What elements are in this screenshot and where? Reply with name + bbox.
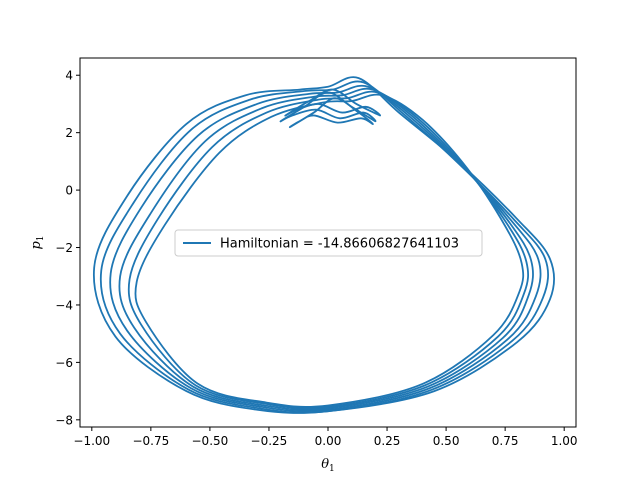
plot-layer <box>92 76 556 414</box>
y-tick-label: −6 <box>55 356 73 370</box>
y-axis-label: p1 <box>29 235 46 249</box>
y-tick-label: −2 <box>55 241 73 255</box>
x-tick-label: 0.75 <box>492 434 519 448</box>
x-tick-label: 0.00 <box>315 434 342 448</box>
series-line-loop-2 <box>109 84 542 413</box>
y-tick-label: −8 <box>55 413 73 427</box>
series-line-cusp-1 <box>284 88 381 117</box>
x-tick-label: 0.50 <box>433 434 460 448</box>
x-tick-label: 0.25 <box>374 434 401 448</box>
y-axis-ticks: −8 −6 −4 −2 0 2 4 <box>55 69 80 427</box>
series-line-cusp-2 <box>288 97 374 129</box>
legend: Hamiltonian = -14.86606827641103 <box>174 229 483 257</box>
x-tick-label: −0.75 <box>132 434 169 448</box>
x-tick-label: −1.00 <box>73 434 110 448</box>
series-line-cusp-0 <box>279 91 377 123</box>
x-tick-label: −0.25 <box>251 434 288 448</box>
x-axis-label: θ1 <box>321 457 335 474</box>
legend-box <box>174 229 483 257</box>
x-tick-label: −0.50 <box>192 434 229 448</box>
legend-label: Hamiltonian = -14.86606827641103 <box>220 237 459 252</box>
y-tick-label: −4 <box>55 298 73 312</box>
y-tick-label: 0 <box>65 184 73 198</box>
series-line-loop-3 <box>118 87 534 411</box>
series-line-loop-0 <box>92 76 556 414</box>
x-axis-ticks: −1.00 −0.75 −0.50 −0.25 0.00 0.25 0.50 0.75 1.00 <box>73 427 578 448</box>
y-tick-label: 2 <box>65 126 73 140</box>
y-tick-label: 4 <box>65 69 73 83</box>
x-tick-label: 1.00 <box>551 434 578 448</box>
